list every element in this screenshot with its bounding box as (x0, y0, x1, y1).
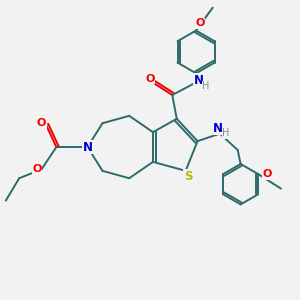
Text: O: O (262, 169, 272, 179)
Text: S: S (184, 170, 192, 183)
Text: N: N (82, 140, 93, 154)
Text: O: O (145, 74, 155, 84)
Text: O: O (37, 118, 46, 128)
Text: H: H (202, 81, 210, 91)
Text: N: N (194, 74, 204, 87)
Text: N: N (213, 122, 224, 135)
Text: O: O (195, 18, 205, 28)
Text: H: H (222, 128, 230, 138)
Text: O: O (32, 164, 42, 174)
